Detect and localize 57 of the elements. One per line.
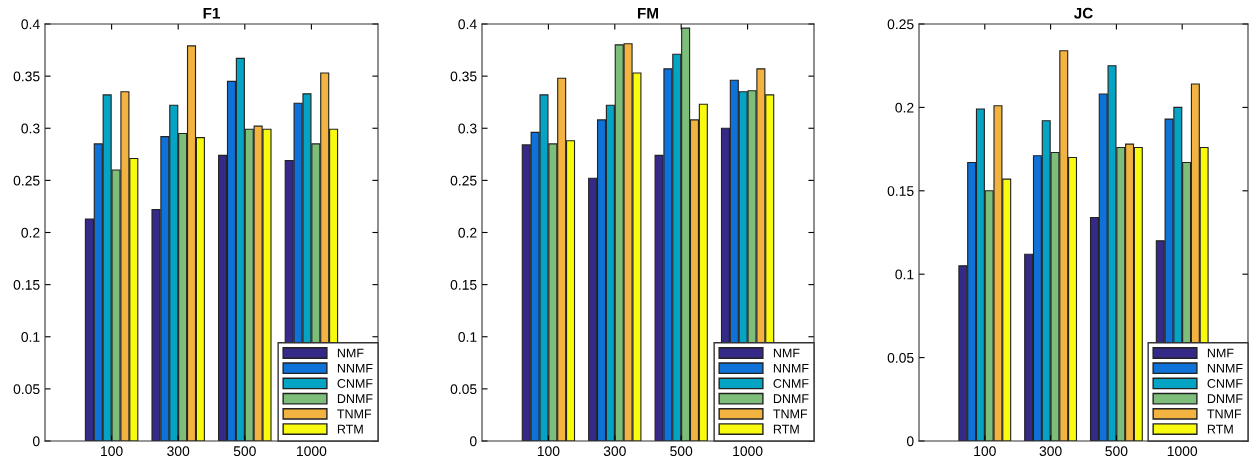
legend-label: CNMF <box>773 379 809 388</box>
y-tick-label: 0.15 <box>450 279 477 290</box>
legend-label: NMF <box>773 348 800 358</box>
y-tick-label: 0.05 <box>13 384 40 395</box>
legend-label: TNMF <box>337 409 372 419</box>
legend-label: RTM <box>773 424 799 434</box>
y-tick-label: 0.05 <box>887 352 914 363</box>
legend-label: NMF <box>337 348 364 358</box>
y-tick-label: 0.15 <box>13 279 40 290</box>
x-tick-label: 300 <box>167 446 190 457</box>
x-tick-label: 1000 <box>733 446 763 457</box>
y-tick-label: 0 <box>32 436 40 447</box>
y-tick-label: 0.4 <box>458 19 477 30</box>
y-tick-label: 0.25 <box>887 19 914 30</box>
legend-label: NNMF <box>1207 363 1243 373</box>
y-tick-label: 0 <box>469 436 477 447</box>
y-tick-label: 0 <box>906 436 914 447</box>
y-tick-label: 0.35 <box>13 71 40 82</box>
y-tick-label: 0.2 <box>458 227 477 238</box>
legend-label: TNMF <box>1207 409 1242 419</box>
x-tick-label: 100 <box>537 446 560 457</box>
y-tick-label: 0.2 <box>21 227 40 238</box>
y-tick-label: 0.35 <box>450 71 477 82</box>
x-tick-label: 300 <box>603 446 626 457</box>
y-tick-label: 0.1 <box>458 332 477 342</box>
y-tick-label: 0.3 <box>458 123 477 134</box>
legend-label: TNMF <box>773 409 808 419</box>
y-tick-label: 0.2 <box>895 102 914 113</box>
y-tick-label: 0.3 <box>21 123 40 134</box>
x-tick-label: 100 <box>974 446 996 457</box>
x-tick-label: 500 <box>670 446 693 457</box>
y-tick-label: 0.25 <box>13 175 40 186</box>
chart-title: JC <box>1073 7 1093 19</box>
legend-label: NNMF <box>337 363 373 373</box>
y-tick-label: 0.15 <box>887 186 914 196</box>
y-tick-label: 0.05 <box>450 384 477 395</box>
y-tick-label: 0.1 <box>895 269 914 280</box>
legend-label: DNMF <box>337 394 373 403</box>
y-tick-label: 0.25 <box>450 175 477 186</box>
chart-title: FM <box>637 7 659 19</box>
y-tick-label: 0.4 <box>21 19 40 30</box>
x-tick-label: 500 <box>1105 446 1128 457</box>
legend-label: DNMF <box>1207 394 1243 403</box>
chart-title: F1 <box>203 7 220 19</box>
x-tick-label: 1000 <box>1167 446 1198 457</box>
x-tick-label: 500 <box>233 446 256 457</box>
legend-label: RTM <box>1207 424 1233 434</box>
y-tick-label: 0.1 <box>21 332 40 342</box>
legend-label: CNMF <box>337 379 373 388</box>
legend-label: NMF <box>1207 348 1234 358</box>
x-tick-label: 300 <box>1039 446 1062 457</box>
x-tick-label: 100 <box>101 446 123 457</box>
x-tick-label: 1000 <box>297 446 327 457</box>
legend-label: NNMF <box>773 363 809 373</box>
legend-label: CNMF <box>1207 379 1243 388</box>
legend-label: RTM <box>337 424 363 434</box>
legend-label: DNMF <box>773 394 809 403</box>
